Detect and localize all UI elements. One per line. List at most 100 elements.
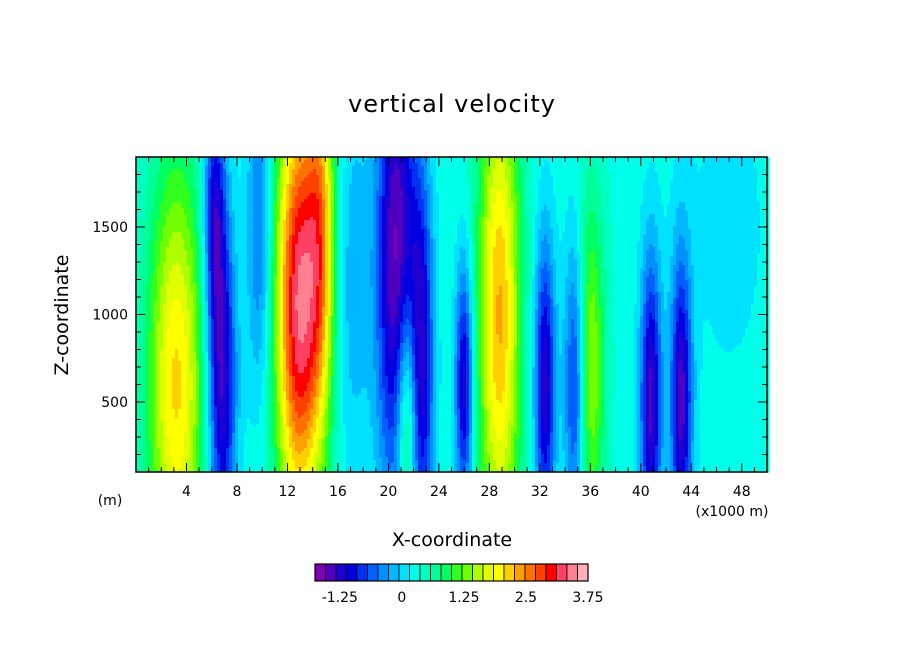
heatmap-cell bbox=[196, 205, 200, 209]
heatmap-cell bbox=[454, 178, 458, 182]
heatmap-cell bbox=[451, 199, 455, 203]
heatmap-cell bbox=[586, 187, 590, 191]
heatmap-cell bbox=[394, 199, 398, 203]
heatmap-cell bbox=[238, 208, 242, 212]
heatmap-cell bbox=[190, 217, 194, 221]
heatmap-cell bbox=[688, 223, 692, 227]
heatmap-cell bbox=[556, 223, 560, 227]
heatmap-cell bbox=[553, 211, 557, 215]
heatmap-cell bbox=[382, 181, 386, 185]
heatmap-cell bbox=[574, 220, 578, 224]
heatmap-cell bbox=[481, 211, 485, 215]
heatmap-cell bbox=[550, 175, 554, 179]
heatmap-cell bbox=[592, 193, 596, 197]
heatmap-cell bbox=[469, 217, 473, 221]
heatmap-cell bbox=[196, 187, 200, 191]
heatmap-cell bbox=[373, 205, 377, 209]
heatmap-cell bbox=[262, 187, 266, 191]
heatmap-cell bbox=[145, 163, 149, 167]
heatmap-cell bbox=[661, 160, 665, 164]
heatmap-cell bbox=[172, 175, 176, 179]
heatmap-cell bbox=[322, 187, 326, 191]
heatmap-cell bbox=[628, 190, 632, 194]
heatmap-cell bbox=[676, 223, 680, 227]
heatmap-cell bbox=[736, 184, 740, 188]
heatmap-cell bbox=[148, 199, 152, 203]
heatmap-cell bbox=[610, 220, 614, 224]
heatmap-cell bbox=[295, 169, 299, 173]
heatmap-cell bbox=[505, 220, 509, 224]
heatmap-cell bbox=[343, 202, 347, 206]
heatmap-cell bbox=[454, 190, 458, 194]
heatmap-cell bbox=[373, 202, 377, 206]
heatmap-cell bbox=[142, 166, 146, 170]
heatmap-cell bbox=[511, 223, 515, 227]
heatmap-cell bbox=[670, 169, 674, 173]
heatmap-cell bbox=[418, 187, 422, 191]
heatmap-cell bbox=[595, 205, 599, 209]
heatmap-cell bbox=[670, 223, 674, 227]
heatmap-cell bbox=[508, 208, 512, 212]
heatmap-cell bbox=[415, 205, 419, 209]
heatmap-cell bbox=[385, 178, 389, 182]
heatmap-cell bbox=[715, 196, 719, 200]
heatmap-cell bbox=[319, 175, 323, 179]
heatmap-cell bbox=[502, 211, 506, 215]
heatmap-cell bbox=[331, 175, 335, 179]
heatmap-cell bbox=[589, 175, 593, 179]
heatmap-cell bbox=[634, 166, 638, 170]
heatmap-cell bbox=[208, 160, 212, 164]
heatmap-cell bbox=[556, 208, 560, 212]
heatmap-cell bbox=[478, 190, 482, 194]
heatmap-cell bbox=[487, 166, 491, 170]
heatmap-cell bbox=[595, 181, 599, 185]
heatmap-cell bbox=[244, 163, 248, 167]
heatmap-cell bbox=[607, 163, 611, 167]
heatmap-cell bbox=[442, 196, 446, 200]
heatmap-cell bbox=[328, 199, 332, 203]
heatmap-cell bbox=[256, 172, 260, 176]
heatmap-cell bbox=[256, 199, 260, 203]
heatmap-cell bbox=[508, 199, 512, 203]
heatmap-cell bbox=[295, 181, 299, 185]
heatmap-cell bbox=[385, 205, 389, 209]
heatmap-cell bbox=[385, 187, 389, 191]
heatmap-cell bbox=[259, 220, 263, 224]
heatmap-cell bbox=[574, 169, 578, 173]
heatmap-cell bbox=[364, 220, 368, 224]
heatmap-cell bbox=[184, 184, 188, 188]
heatmap-cell bbox=[550, 163, 554, 167]
heatmap-cell bbox=[505, 202, 509, 206]
heatmap-cell bbox=[274, 199, 278, 203]
heatmap-cell bbox=[145, 226, 149, 230]
heatmap-cell bbox=[367, 199, 371, 203]
heatmap-cell bbox=[226, 172, 230, 176]
heatmap-cell bbox=[520, 214, 524, 218]
heatmap-cell bbox=[613, 196, 617, 200]
heatmap-cell bbox=[511, 190, 515, 194]
heatmap-cell bbox=[547, 205, 551, 209]
heatmap-cell bbox=[193, 178, 197, 182]
heatmap-cell bbox=[751, 196, 755, 200]
heatmap-cell bbox=[214, 223, 218, 227]
heatmap-cell bbox=[691, 196, 695, 200]
heatmap-cell bbox=[370, 172, 374, 176]
heatmap-cell bbox=[406, 202, 410, 206]
heatmap-cell bbox=[472, 190, 476, 194]
heatmap-cell bbox=[172, 208, 176, 212]
heatmap-cell bbox=[595, 172, 599, 176]
heatmap-cell bbox=[499, 196, 503, 200]
heatmap-cell bbox=[757, 193, 761, 197]
heatmap-cell bbox=[151, 178, 155, 182]
heatmap-cell bbox=[520, 163, 524, 167]
heatmap-cell bbox=[658, 172, 662, 176]
heatmap-cell bbox=[202, 187, 206, 191]
heatmap-cell bbox=[442, 226, 446, 230]
heatmap-cell bbox=[373, 199, 377, 203]
heatmap-cell bbox=[691, 169, 695, 173]
heatmap-cell bbox=[184, 193, 188, 197]
heatmap-cell bbox=[445, 217, 449, 221]
heatmap-cell bbox=[574, 187, 578, 191]
heatmap-cell bbox=[259, 169, 263, 173]
heatmap-cell bbox=[592, 190, 596, 194]
